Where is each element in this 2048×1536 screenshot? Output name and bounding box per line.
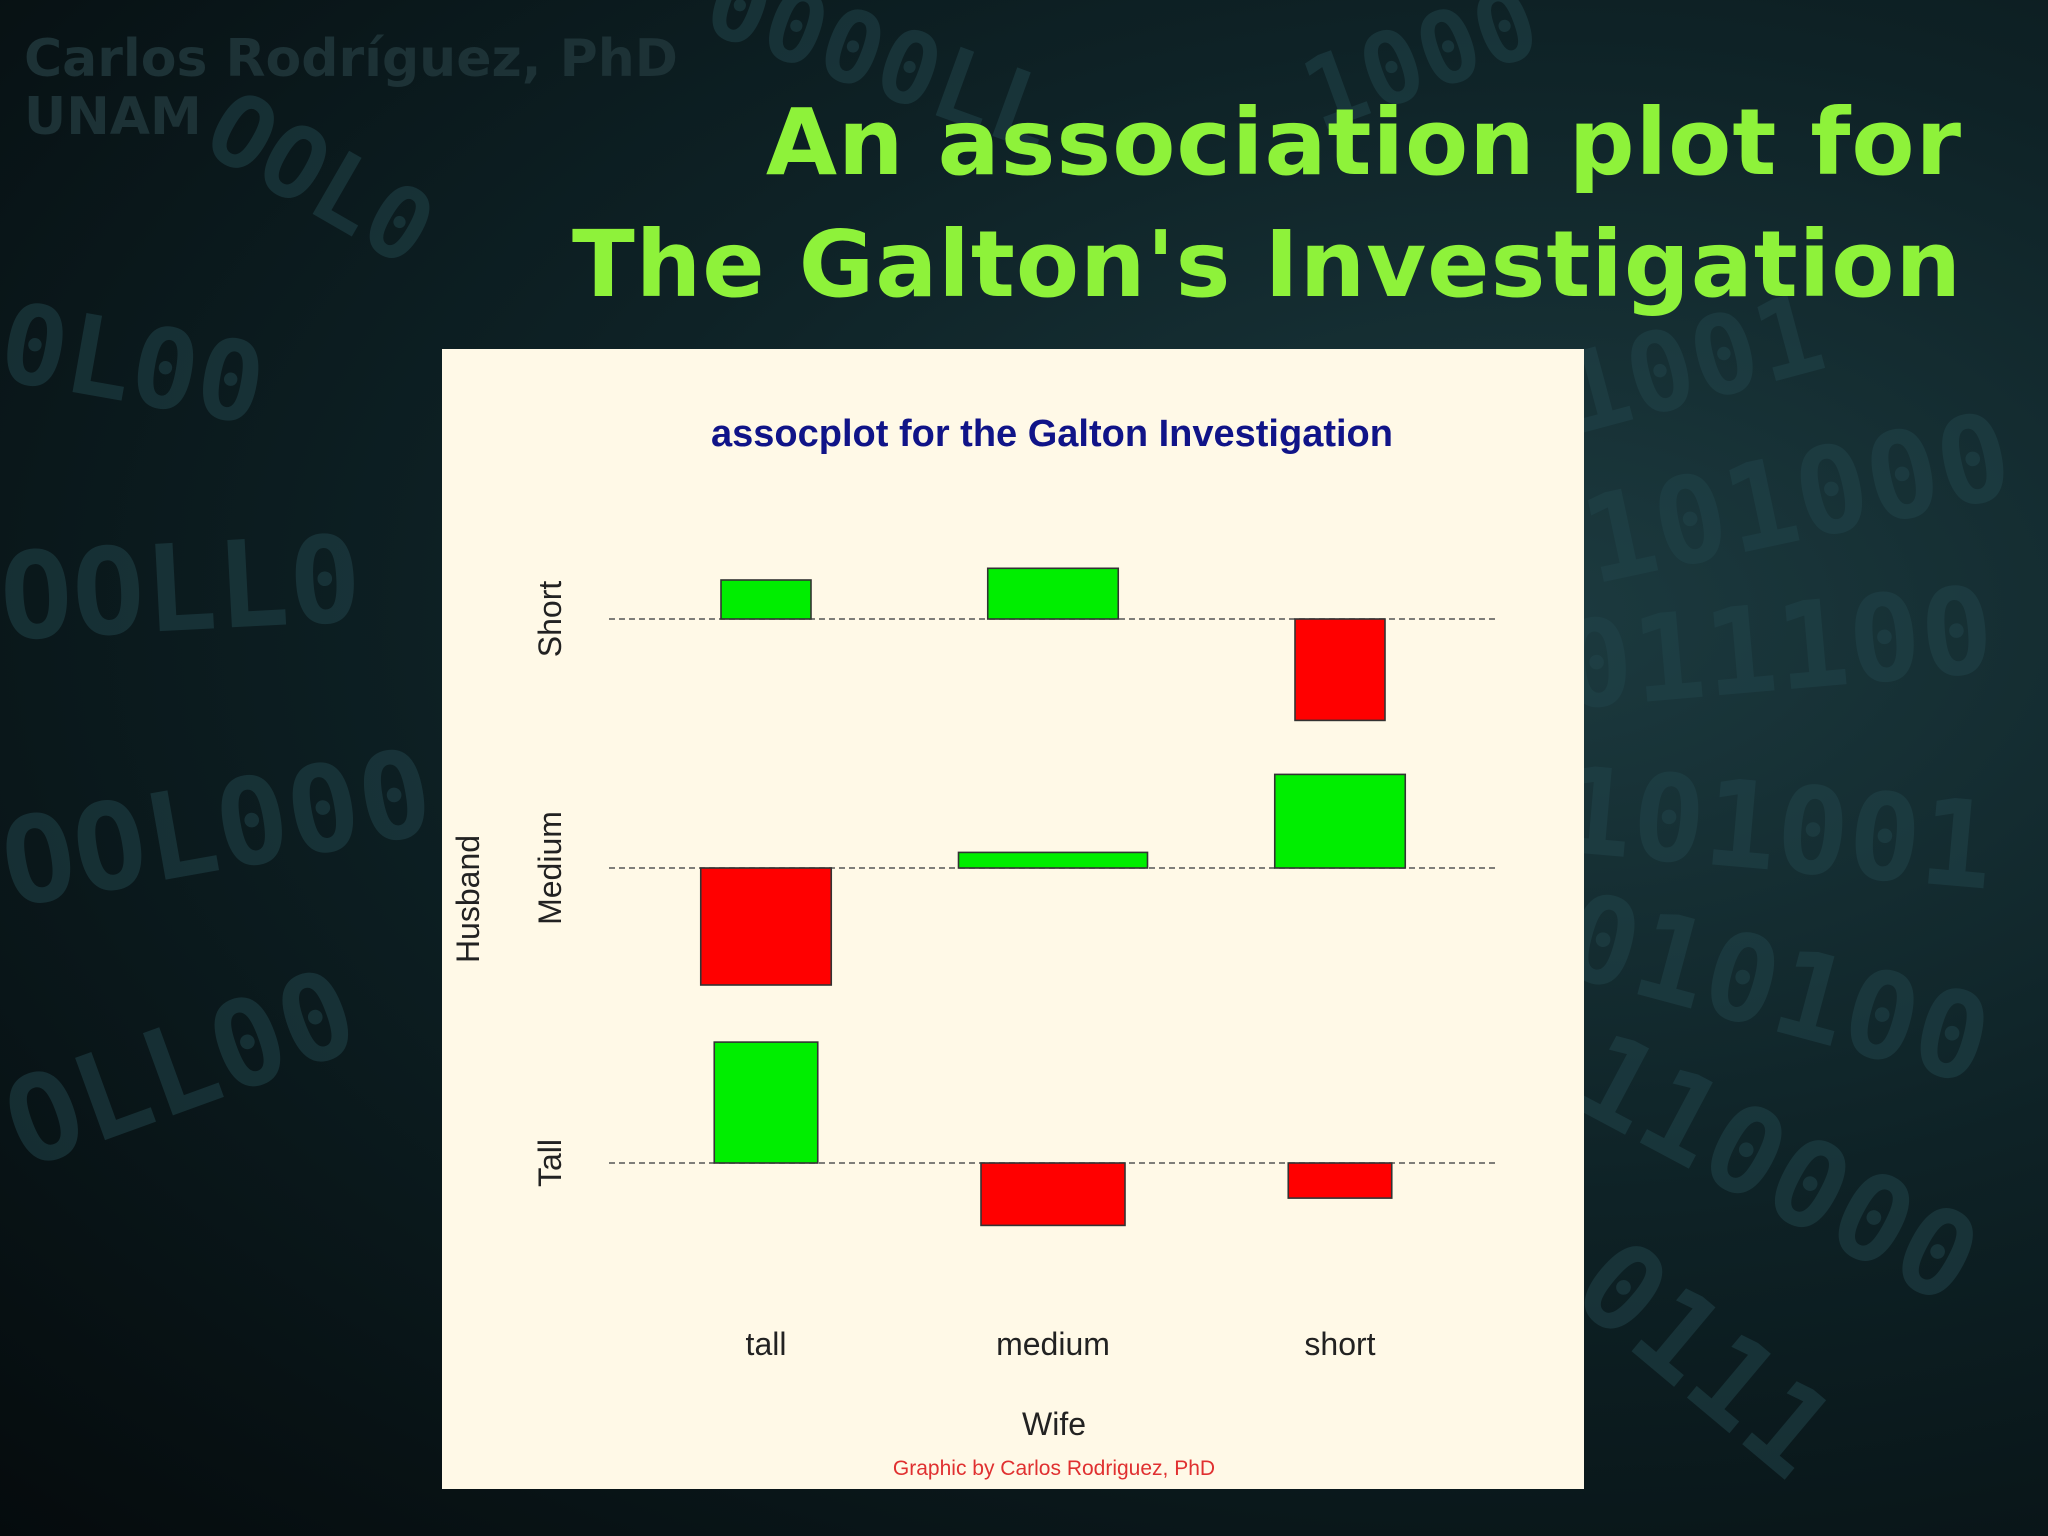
bar-medium-medium (957, 851, 1149, 869)
bar-short-tall (720, 579, 812, 620)
bar-medium-short (1273, 773, 1407, 869)
y-tick-medium: Medium (532, 811, 568, 925)
chart-credit: Graphic by Carlos Rodriguez, PhD (893, 1457, 1215, 1480)
bar-short-short (1294, 618, 1386, 722)
slide-title-line1: An association plot for (765, 89, 1962, 196)
bar-tall-tall (713, 1041, 819, 1164)
slide-title: An association plot for The Galton's Inv… (572, 82, 1962, 326)
assocplot-chart: assocplot for the Galton Investigation T… (450, 413, 1499, 1480)
y-tick-short: Short (532, 581, 568, 658)
author-name: Carlos Rodríguez, PhD (24, 29, 678, 89)
x-tick-medium: medium (996, 1326, 1110, 1362)
bar-short-medium (986, 567, 1120, 620)
bar-tall-medium (980, 1162, 1126, 1227)
x-tick-tall: tall (746, 1326, 787, 1362)
bar-medium-tall (699, 867, 833, 986)
y-tick-tall: Tall (532, 1139, 568, 1187)
bar-tall-short (1287, 1162, 1393, 1199)
slide-title-line2: The Galton's Investigation (572, 211, 1962, 318)
x-tick-short: short (1304, 1326, 1375, 1362)
chart-title: assocplot for the Galton Investigation (711, 413, 1393, 455)
author-block: Carlos Rodríguez, PhD UNAM (24, 30, 678, 146)
author-affiliation: UNAM (24, 87, 202, 147)
y-axis-label: Husband (450, 835, 486, 963)
x-axis-label: Wife (1022, 1406, 1086, 1442)
chart-panel: assocplot for the Galton Investigation T… (442, 349, 1584, 1489)
